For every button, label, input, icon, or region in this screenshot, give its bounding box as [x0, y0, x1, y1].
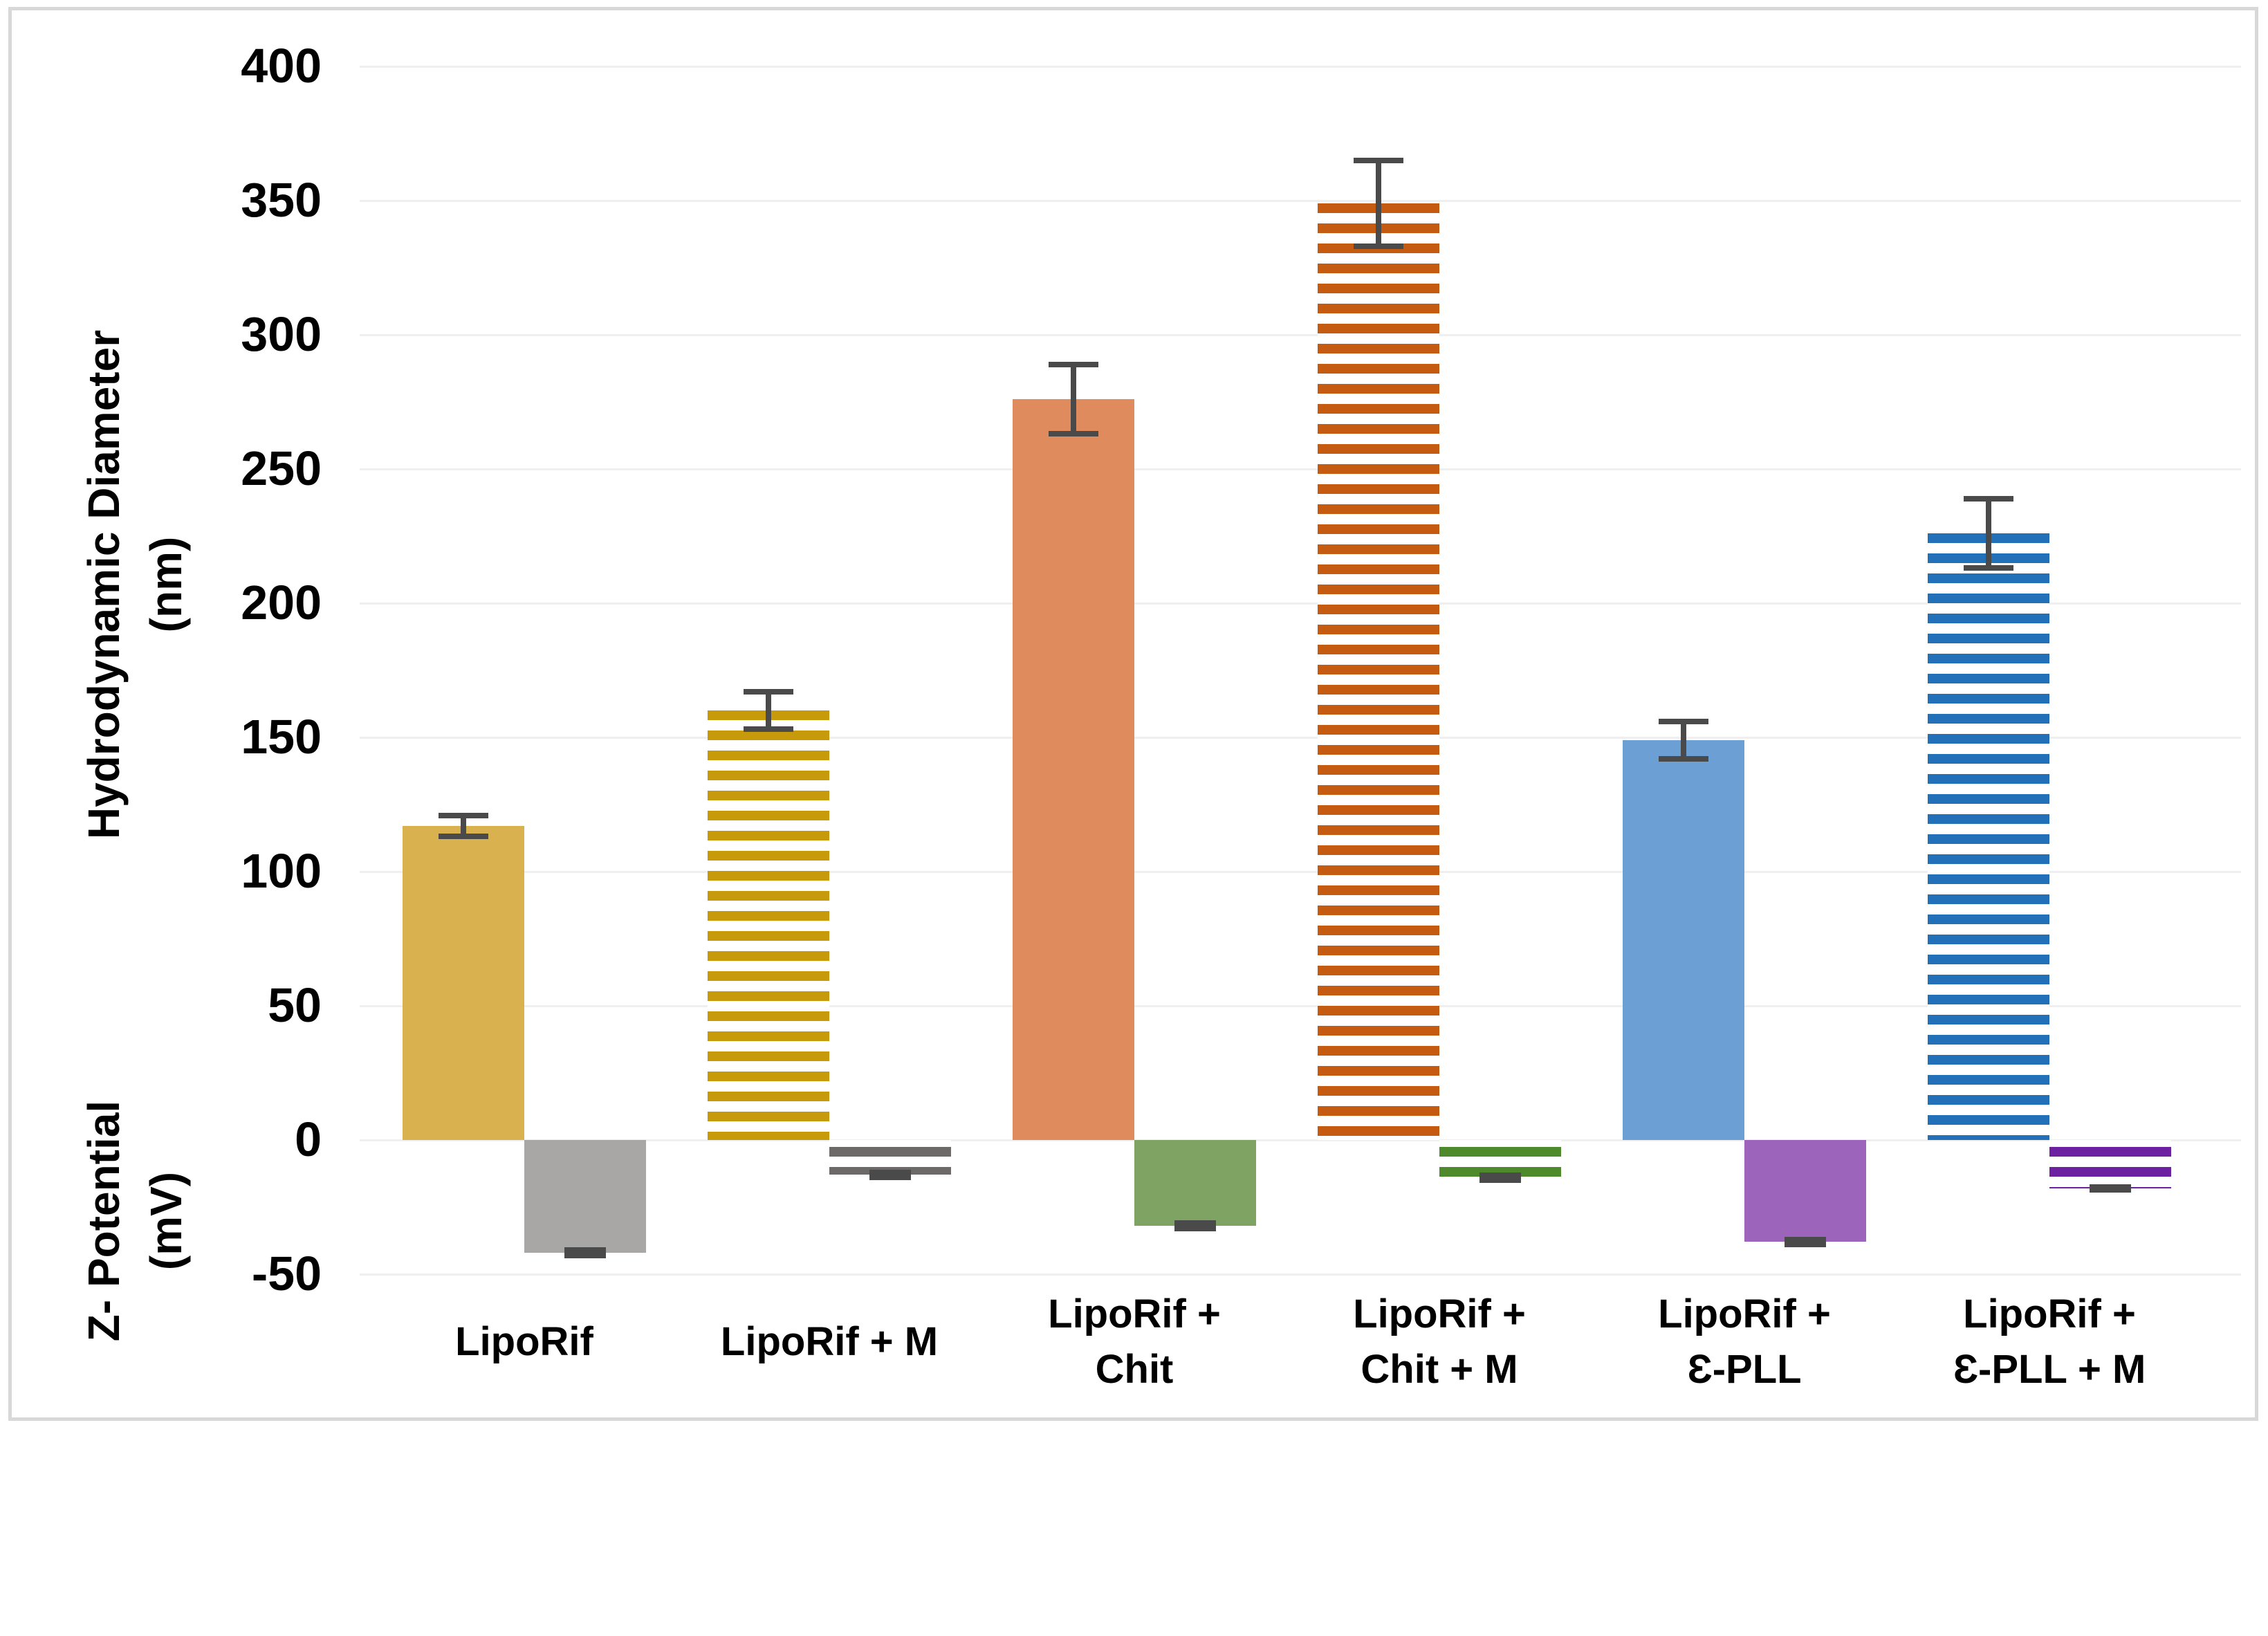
- error-bar-part: [2090, 1186, 2131, 1193]
- gridline-200: [360, 603, 2241, 605]
- y-tick-label--50: -50: [251, 1247, 322, 1300]
- error-bar: [1174, 1220, 1216, 1231]
- y-tick-label-350: 350: [241, 173, 322, 227]
- error-bar-part: [1174, 1225, 1216, 1231]
- z-potential-bar: [1439, 1140, 1561, 1178]
- category-label-line: Ɛ-PLL + M: [1953, 1347, 2146, 1392]
- chart-plot-area: Hydrodynamic Diameter (nm) Ζ- Potential …: [79, 39, 2241, 1401]
- diameter-bar: [1318, 203, 1439, 1140]
- diameter-bar: [1013, 399, 1134, 1140]
- gridline-300: [360, 334, 2241, 336]
- diameter-bar: [708, 710, 829, 1140]
- category-label-line: LipoRif +: [1658, 1292, 1831, 1336]
- gridline-350: [360, 200, 2241, 202]
- gridline-100: [360, 871, 2241, 873]
- error-bar-part: [1659, 718, 1708, 724]
- z-potential-bar: [524, 1140, 646, 1253]
- gridline-250: [360, 468, 2241, 470]
- error-bar: [744, 689, 793, 733]
- diameter-bar: [403, 826, 524, 1140]
- error-bar-part: [1986, 495, 1991, 571]
- z-potential-bar: [2049, 1140, 2171, 1188]
- category-label-4: LipoRif + Chit + M: [1273, 1283, 1605, 1401]
- y-tick-label-50: 50: [268, 978, 322, 1032]
- category-label-line: LipoRif +: [1048, 1292, 1221, 1336]
- error-bar-part: [869, 1169, 911, 1175]
- error-bar-part: [1964, 495, 2013, 502]
- error-bar-part: [1354, 243, 1403, 249]
- error-bar-part: [1174, 1220, 1216, 1226]
- gridline--50: [360, 1274, 2241, 1276]
- error-bar-part: [564, 1247, 606, 1253]
- y-axis-title-zpotential: Ζ- Potential: [79, 1100, 129, 1342]
- error-bar-part: [1479, 1177, 1521, 1184]
- error-bar: [1785, 1236, 1826, 1248]
- error-bar-part: [1659, 755, 1708, 762]
- y-tick-label-250: 250: [241, 441, 322, 495]
- error-bar-part: [439, 812, 488, 818]
- gridline-400: [360, 66, 2241, 68]
- error-bar-part: [1681, 718, 1686, 762]
- category-label-line: Chit: [1095, 1347, 1174, 1392]
- error-bar-part: [1354, 157, 1403, 163]
- error-bar: [1964, 495, 2013, 571]
- error-bar: [439, 812, 488, 840]
- z-potential-bar: [1744, 1140, 1866, 1242]
- error-bar-part: [439, 834, 488, 840]
- y-tick-label-400: 400: [241, 39, 322, 93]
- category-label-line: LipoRif: [455, 1319, 593, 1364]
- error-bar-part: [1785, 1236, 1826, 1242]
- error-bar-part: [1479, 1172, 1521, 1178]
- gridline-50: [360, 1005, 2241, 1007]
- diameter-bar: [1623, 739, 1744, 1140]
- category-label-5: LipoRif + Ɛ-PLL: [1578, 1283, 1910, 1401]
- category-label-line: LipoRif +: [1353, 1292, 1526, 1336]
- y-tick-label-150: 150: [241, 710, 322, 764]
- error-bar-part: [461, 812, 466, 840]
- error-bar-part: [564, 1252, 606, 1258]
- z-potential-bar: [1134, 1140, 1256, 1226]
- error-bar: [1354, 157, 1403, 249]
- error-bar: [2090, 1184, 2131, 1193]
- y-tick-label-100: 100: [241, 844, 322, 898]
- error-bar-part: [1071, 361, 1076, 437]
- error-bar-part: [1049, 431, 1098, 437]
- error-bar: [1479, 1172, 1521, 1184]
- error-bar-part: [1049, 361, 1098, 367]
- error-bar-part: [744, 689, 793, 695]
- error-bar: [869, 1169, 911, 1181]
- error-bar-part: [869, 1175, 911, 1181]
- y-tick-label-0: 0: [295, 1112, 322, 1166]
- y-tick-label-300: 300: [241, 307, 322, 361]
- diameter-bar: [1928, 533, 2049, 1140]
- gridline-0: [360, 1139, 2241, 1141]
- category-label-3: LipoRif + Chit: [968, 1283, 1300, 1401]
- category-label-6: LipoRif + Ɛ-PLL + M: [1883, 1283, 2215, 1401]
- z-potential-bar: [829, 1140, 951, 1175]
- error-bar: [564, 1247, 606, 1258]
- error-bar-part: [766, 689, 771, 733]
- y-tick-label-200: 200: [241, 576, 322, 629]
- category-label-line: Ɛ-PLL: [1687, 1347, 1802, 1392]
- error-bar-part: [1964, 565, 2013, 571]
- error-bar-part: [1785, 1242, 1826, 1248]
- y-axis-title-zpotential-unit: (mV): [141, 1171, 191, 1271]
- category-label-2: LipoRif + M: [663, 1283, 995, 1401]
- gridline-150: [360, 737, 2241, 739]
- category-label-line: Chit + M: [1361, 1347, 1518, 1392]
- error-bar-part: [744, 726, 793, 733]
- category-label-line: LipoRif +: [1963, 1292, 2136, 1336]
- category-label-1: LipoRif: [358, 1283, 690, 1401]
- error-bar: [1659, 718, 1708, 762]
- error-bar: [1049, 361, 1098, 437]
- category-label-line: LipoRif + M: [720, 1319, 939, 1364]
- error-bar-part: [1376, 157, 1381, 249]
